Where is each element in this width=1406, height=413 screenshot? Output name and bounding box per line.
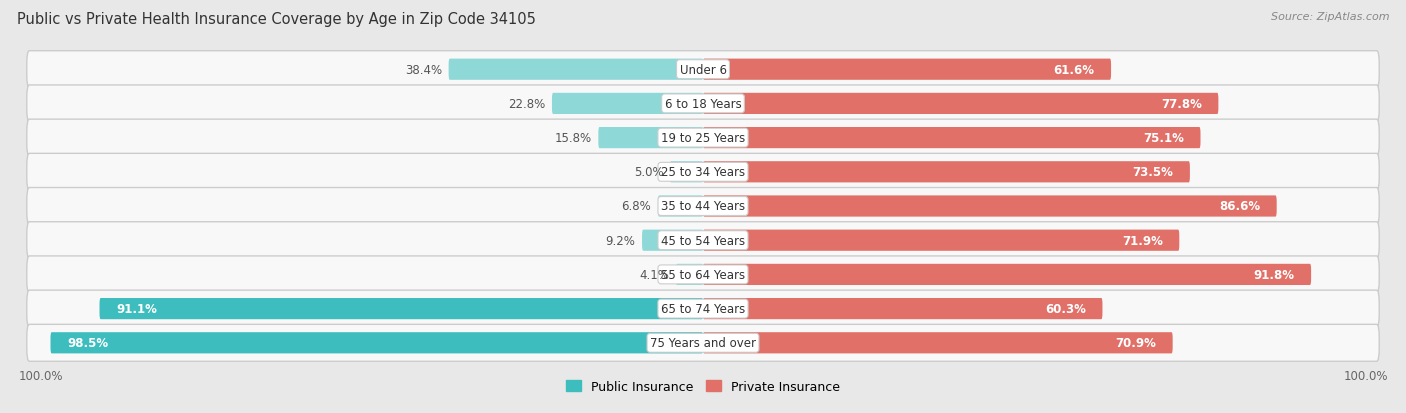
Text: 19 to 25 Years: 19 to 25 Years: [661, 132, 745, 145]
Text: 6 to 18 Years: 6 to 18 Years: [665, 97, 741, 111]
Text: 6.8%: 6.8%: [621, 200, 651, 213]
Text: 61.6%: 61.6%: [1053, 64, 1094, 76]
Text: 91.8%: 91.8%: [1254, 268, 1295, 281]
FancyBboxPatch shape: [703, 59, 1111, 81]
Text: 45 to 54 Years: 45 to 54 Years: [661, 234, 745, 247]
FancyBboxPatch shape: [27, 120, 1379, 157]
FancyBboxPatch shape: [643, 230, 703, 251]
Text: 73.5%: 73.5%: [1132, 166, 1174, 179]
FancyBboxPatch shape: [703, 94, 1219, 115]
Text: 71.9%: 71.9%: [1122, 234, 1163, 247]
FancyBboxPatch shape: [27, 154, 1379, 191]
FancyBboxPatch shape: [449, 59, 703, 81]
Text: 55 to 64 Years: 55 to 64 Years: [661, 268, 745, 281]
FancyBboxPatch shape: [27, 256, 1379, 293]
Text: 70.9%: 70.9%: [1115, 337, 1156, 349]
FancyBboxPatch shape: [703, 162, 1189, 183]
Text: Under 6: Under 6: [679, 64, 727, 76]
FancyBboxPatch shape: [51, 332, 703, 354]
FancyBboxPatch shape: [703, 264, 1312, 285]
Text: 9.2%: 9.2%: [606, 234, 636, 247]
FancyBboxPatch shape: [703, 128, 1201, 149]
FancyBboxPatch shape: [27, 290, 1379, 327]
FancyBboxPatch shape: [658, 196, 703, 217]
FancyBboxPatch shape: [27, 188, 1379, 225]
Text: 75 Years and over: 75 Years and over: [650, 337, 756, 349]
FancyBboxPatch shape: [27, 222, 1379, 259]
FancyBboxPatch shape: [703, 332, 1173, 354]
Text: 98.5%: 98.5%: [67, 337, 108, 349]
FancyBboxPatch shape: [669, 162, 703, 183]
FancyBboxPatch shape: [703, 230, 1180, 251]
FancyBboxPatch shape: [703, 298, 1102, 319]
Text: 25 to 34 Years: 25 to 34 Years: [661, 166, 745, 179]
Text: Source: ZipAtlas.com: Source: ZipAtlas.com: [1271, 12, 1389, 22]
Text: 15.8%: 15.8%: [554, 132, 592, 145]
FancyBboxPatch shape: [553, 94, 703, 115]
Text: 22.8%: 22.8%: [508, 97, 546, 111]
FancyBboxPatch shape: [676, 264, 703, 285]
Text: Public vs Private Health Insurance Coverage by Age in Zip Code 34105: Public vs Private Health Insurance Cover…: [17, 12, 536, 27]
FancyBboxPatch shape: [100, 298, 703, 319]
Text: 77.8%: 77.8%: [1161, 97, 1202, 111]
Text: 75.1%: 75.1%: [1143, 132, 1184, 145]
Text: 35 to 44 Years: 35 to 44 Years: [661, 200, 745, 213]
FancyBboxPatch shape: [27, 325, 1379, 361]
Text: 91.1%: 91.1%: [117, 302, 157, 316]
Legend: Public Insurance, Private Insurance: Public Insurance, Private Insurance: [561, 375, 845, 398]
Text: 60.3%: 60.3%: [1045, 302, 1085, 316]
Text: 38.4%: 38.4%: [405, 64, 441, 76]
FancyBboxPatch shape: [599, 128, 703, 149]
Text: 5.0%: 5.0%: [634, 166, 664, 179]
Text: 86.6%: 86.6%: [1219, 200, 1260, 213]
Text: 65 to 74 Years: 65 to 74 Years: [661, 302, 745, 316]
FancyBboxPatch shape: [27, 86, 1379, 123]
Text: 4.1%: 4.1%: [640, 268, 669, 281]
FancyBboxPatch shape: [27, 52, 1379, 88]
FancyBboxPatch shape: [703, 196, 1277, 217]
